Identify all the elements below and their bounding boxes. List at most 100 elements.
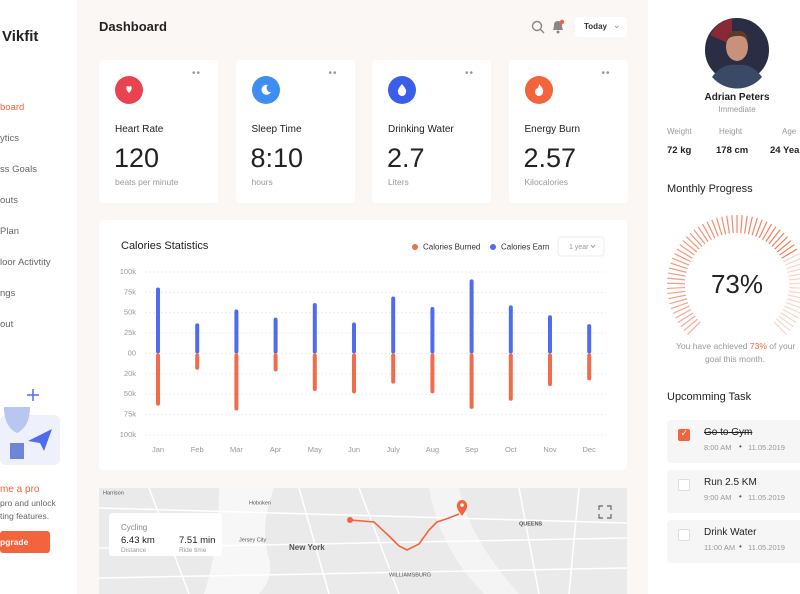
gauge-tick <box>784 305 800 314</box>
gauge-tick <box>788 273 800 277</box>
x-tick-label: Jun <box>348 445 360 454</box>
bar <box>430 307 435 354</box>
gauge-tick <box>782 308 800 319</box>
card-icon <box>524 76 553 104</box>
icon-glyph <box>534 84 543 96</box>
y-tick-label: 00 <box>128 348 136 357</box>
menu-item[interactable]: board <box>0 102 25 113</box>
gauge-tick <box>755 219 763 237</box>
gauge-tick <box>787 268 800 273</box>
menu-item[interactable]: out <box>0 319 14 330</box>
sparkle <box>27 389 39 401</box>
card-menu[interactable]: •• <box>601 68 611 79</box>
card-menu[interactable]: •• <box>465 68 475 79</box>
bar <box>312 353 317 391</box>
x-tick-label: Oct <box>505 445 518 454</box>
task-date: 11.05.2019 <box>748 493 785 502</box>
gauge-tick <box>689 232 703 247</box>
task-checkbox[interactable] <box>678 529 690 541</box>
menu-item[interactable]: outs <box>0 195 18 206</box>
gauge-tick <box>768 229 781 245</box>
gauge-ticks <box>667 215 800 335</box>
gauge-tick <box>765 226 777 243</box>
bar <box>273 353 278 372</box>
period-select <box>557 236 605 257</box>
chevron: ⌄ <box>613 20 621 30</box>
bar <box>195 323 200 354</box>
period-dropdown[interactable]: Today ⌄ <box>575 17 627 37</box>
menu-item[interactable]: ytics <box>0 133 19 144</box>
gauge-tick <box>774 236 789 250</box>
pin-dot <box>460 503 464 507</box>
task-time: 9:00 AM <box>704 493 732 502</box>
place-label: QUEENS <box>519 521 543 527</box>
chevron <box>590 244 596 249</box>
task-card[interactable]: Drink Water 11:00 AM • 11.05.2019 <box>667 520 800 563</box>
place-label: WILLIAMSBURG <box>389 572 431 578</box>
card-menu[interactable]: •• <box>328 68 338 79</box>
search-icon[interactable] <box>531 20 545 34</box>
y-tick-label: 75k <box>124 287 136 296</box>
gauge-tick <box>674 252 691 263</box>
task-checkbox[interactable] <box>678 479 690 491</box>
gauge-tick <box>721 216 727 235</box>
card-menu[interactable]: •• <box>192 68 202 79</box>
x-tick-label: Apr <box>270 445 282 454</box>
bar <box>587 324 592 354</box>
task-time: 8:00 AM <box>704 443 732 452</box>
gauge-tick <box>668 267 687 273</box>
icon-glyph <box>397 84 407 96</box>
gauge-tick <box>778 315 794 328</box>
x-tick-label: Dec <box>583 445 597 454</box>
gauge-tick <box>682 240 698 253</box>
task-time: 11:00 AM <box>704 543 736 552</box>
y-tick-label: 100k <box>120 267 137 276</box>
notification-icon[interactable] <box>551 19 565 34</box>
gauge-tick <box>677 312 694 323</box>
gauge-tick <box>751 217 758 236</box>
time-label: Ride time <box>179 547 207 554</box>
bar <box>548 315 552 354</box>
legend-label: Calories Burned <box>423 243 480 252</box>
gauge-tick <box>680 315 696 328</box>
gauge-tick <box>785 301 800 309</box>
task-checkbox[interactable]: ✓ <box>678 428 690 441</box>
bar <box>548 353 552 387</box>
gauge-tick <box>669 298 688 305</box>
gauge-tick <box>706 221 716 239</box>
gauge-tick <box>775 318 791 332</box>
place-label: New York <box>289 543 325 552</box>
card-value: 2.7 <box>387 143 425 173</box>
avatar-body <box>712 64 762 89</box>
avatar-hair <box>726 30 748 43</box>
x-tick-label: May <box>308 445 322 454</box>
x-tick-label: Jan <box>152 445 164 454</box>
activity: Cycling <box>121 523 148 532</box>
task-title: Drink Water <box>704 527 757 538</box>
gauge-tick <box>667 286 686 290</box>
stat-value: 178 cm <box>716 145 749 156</box>
menu-item[interactable]: loor Activtity <box>0 257 51 268</box>
stat-value: 72 kg <box>667 145 692 156</box>
task-card[interactable]: Run 2.5 KM 9:00 AM • 11.05.2019 <box>667 470 800 513</box>
place-label: Harrison <box>103 490 124 496</box>
bar <box>469 353 474 409</box>
check-mark: ✓ <box>680 428 689 438</box>
distance: 6.43 km <box>121 535 155 546</box>
menu-item[interactable]: ss Goals <box>0 164 37 175</box>
bar <box>352 353 356 394</box>
gauge-tick <box>693 229 706 245</box>
gauge-tick <box>716 217 723 236</box>
fullscreen-icon <box>598 505 612 519</box>
menu-item[interactable]: Plan <box>0 226 20 237</box>
gauge-tick <box>683 318 699 332</box>
chart-title: Calories Statistics <box>121 240 209 252</box>
gauge-tick <box>674 308 692 319</box>
upgrade-button[interactable]: pgrade <box>0 531 50 553</box>
bar <box>156 353 160 406</box>
logo: Vikfit <box>2 28 39 45</box>
menu-item[interactable]: ngs <box>0 288 16 299</box>
avatar-face <box>726 33 748 61</box>
task-card[interactable]: ✓ Go to Gym 8:00 AM • 11.05.2019 <box>667 420 800 463</box>
gauge-tick <box>780 312 797 323</box>
